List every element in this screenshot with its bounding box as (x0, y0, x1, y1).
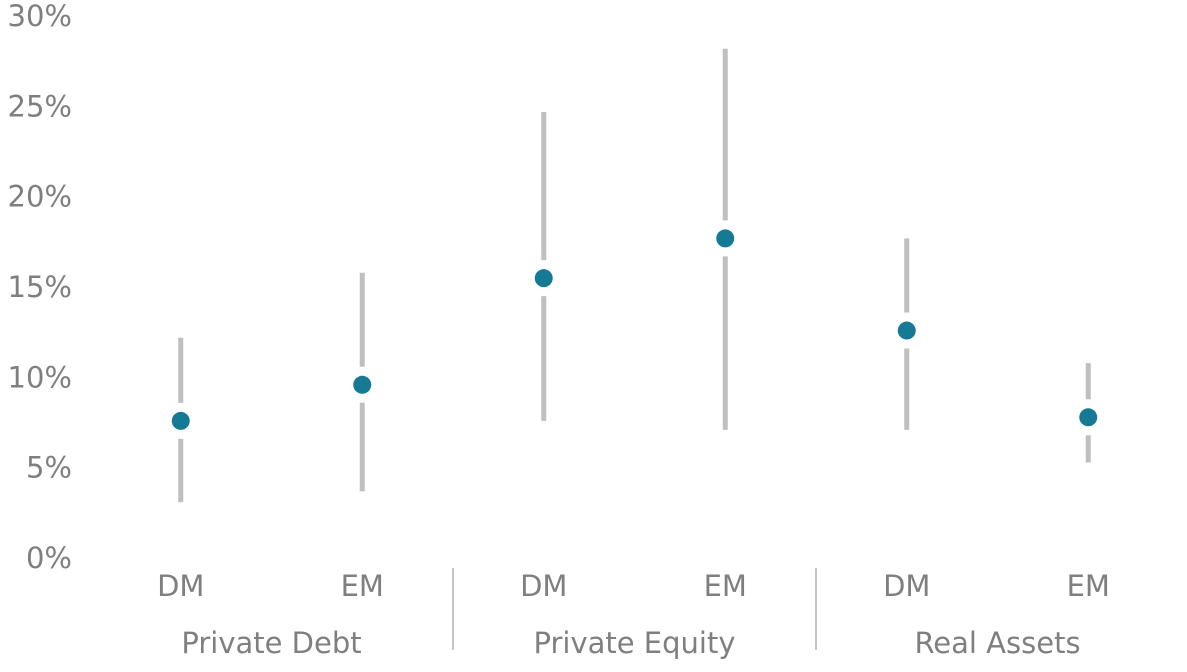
x-tick-label: EM (1067, 569, 1110, 603)
x-tick-label: EM (341, 569, 384, 603)
x-tick-label: EM (704, 569, 747, 603)
y-tick-label: 20% (8, 180, 72, 214)
median-dot (1079, 408, 1098, 427)
y-tick-label: 25% (8, 89, 72, 123)
x-tick-label: DM (157, 569, 204, 603)
median-dot (353, 375, 372, 394)
y-tick-label: 15% (8, 270, 72, 304)
x-tick-label: DM (883, 569, 930, 603)
y-tick-label: 5% (26, 451, 72, 485)
group-label: Real Assets (914, 626, 1080, 660)
median-dot (897, 321, 916, 340)
y-tick-label: 0% (26, 541, 72, 575)
group-label: Private Debt (181, 626, 361, 660)
median-dot (534, 269, 553, 288)
y-tick-label: 30% (8, 0, 72, 33)
median-dot (716, 229, 735, 248)
median-dot (171, 411, 190, 430)
group-label: Private Equity (533, 626, 735, 660)
x-tick-label: DM (520, 569, 567, 603)
y-tick-label: 10% (8, 360, 72, 394)
